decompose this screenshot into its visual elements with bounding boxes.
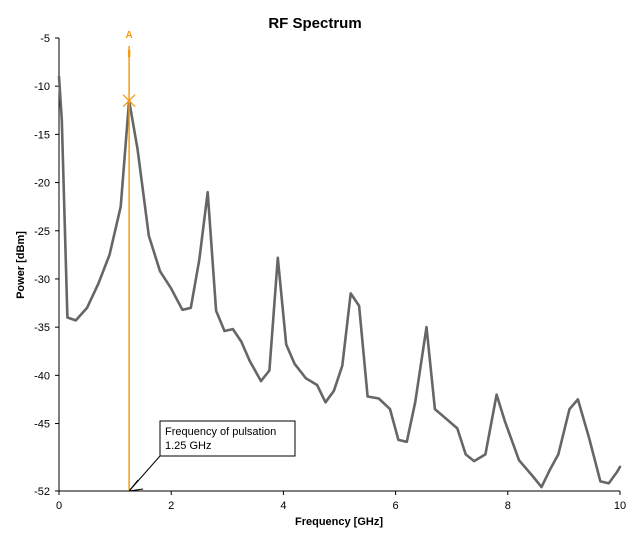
data-point xyxy=(445,417,447,420)
data-point xyxy=(495,393,498,396)
data-point xyxy=(358,305,360,307)
data-point xyxy=(215,309,217,312)
data-point xyxy=(223,330,226,332)
data-point xyxy=(616,470,618,473)
data-point xyxy=(464,453,467,456)
marker-label: A xyxy=(126,30,133,41)
data-point xyxy=(136,148,139,150)
y-tick-label: -35 xyxy=(34,322,50,334)
data-point xyxy=(147,234,150,237)
data-point xyxy=(504,420,506,423)
data-point xyxy=(397,439,400,441)
y-tick-label: -15 xyxy=(34,129,50,141)
data-point xyxy=(66,316,69,319)
annotation-line-2: 1.25 GHz xyxy=(165,440,211,452)
data-point xyxy=(324,401,327,404)
data-point xyxy=(58,75,60,78)
x-tick-label: 4 xyxy=(280,500,286,512)
data-point xyxy=(206,191,209,194)
x-axis-ticks: 0 2 4 6 8 10 xyxy=(56,491,626,512)
data-point xyxy=(248,360,251,362)
annotation-line-1: Frequency of pulsation xyxy=(165,426,276,438)
x-tick-label: 2 xyxy=(168,500,174,512)
data-point xyxy=(366,395,369,398)
x-tick-label: 10 xyxy=(614,500,626,512)
data-point xyxy=(61,119,63,121)
data-point xyxy=(170,287,172,290)
annotation-group: Frequency of pulsation 1.25 GHz xyxy=(128,420,296,492)
data-point xyxy=(240,340,243,343)
data-point xyxy=(285,343,288,346)
x-axis-title: Frequency [GHz] xyxy=(295,516,383,528)
data-point xyxy=(473,460,475,462)
data-point xyxy=(316,384,318,386)
data-point xyxy=(607,482,610,485)
data-point xyxy=(389,408,391,410)
data-point xyxy=(190,307,192,309)
y-tick-label: -45 xyxy=(34,419,50,431)
data-point xyxy=(333,389,335,392)
data-point xyxy=(456,427,459,430)
marker-a[interactable]: A xyxy=(122,30,136,491)
data-point xyxy=(406,441,408,443)
data-point xyxy=(159,270,161,273)
data-point xyxy=(434,408,436,410)
data-point xyxy=(540,486,543,488)
data-point xyxy=(305,377,307,380)
series-line-0 xyxy=(57,75,622,489)
y-tick-label: -40 xyxy=(34,370,50,382)
data-point xyxy=(108,254,111,256)
data-point xyxy=(568,408,571,410)
y-tick-label: -20 xyxy=(34,178,50,190)
data-point xyxy=(532,475,534,478)
data-point xyxy=(97,282,100,285)
data-point xyxy=(619,466,621,468)
annotation-arrowhead-a xyxy=(129,488,144,492)
x-tick-label: 8 xyxy=(505,500,511,512)
marker-cross-b xyxy=(122,94,136,108)
data-point xyxy=(425,326,428,328)
data-point xyxy=(198,258,201,261)
data-point xyxy=(341,364,344,367)
data-point xyxy=(518,459,520,461)
data-point xyxy=(268,369,271,372)
data-point xyxy=(75,319,77,322)
axes xyxy=(58,38,620,492)
y-axis-ticks: -5 -10 -15 -20 -25 -30 -35 -40 -45 -52 xyxy=(34,33,59,498)
y-tick-label: -10 xyxy=(34,81,50,93)
chart-title: RF Spectrum xyxy=(268,15,361,32)
data-point xyxy=(577,398,579,401)
annotation-box xyxy=(159,420,296,457)
x-tick-label: 0 xyxy=(56,500,62,512)
data-point xyxy=(414,401,417,404)
series-group xyxy=(57,75,622,489)
data-point xyxy=(549,468,551,471)
data-point xyxy=(232,328,234,330)
y-tick-label: -25 xyxy=(34,226,50,238)
data-point xyxy=(181,309,184,311)
marker-handle xyxy=(127,50,131,57)
data-point xyxy=(588,437,590,439)
data-point xyxy=(260,380,262,382)
data-point xyxy=(293,362,296,365)
data-point xyxy=(86,307,88,309)
data-point xyxy=(276,256,279,259)
data-point xyxy=(557,453,560,456)
x-tick-label: 6 xyxy=(393,500,399,512)
y-axis-title: Power [dBm] xyxy=(15,231,27,299)
y-tick-label: -52 xyxy=(34,486,50,498)
data-point xyxy=(599,480,602,483)
data-point xyxy=(119,205,122,208)
y-tick-label: -5 xyxy=(40,33,50,45)
annotation-arrowhead-b xyxy=(128,479,139,492)
y-tick-label: -30 xyxy=(34,274,50,286)
data-point xyxy=(484,453,487,456)
data-point xyxy=(349,292,352,295)
data-point xyxy=(377,397,380,400)
